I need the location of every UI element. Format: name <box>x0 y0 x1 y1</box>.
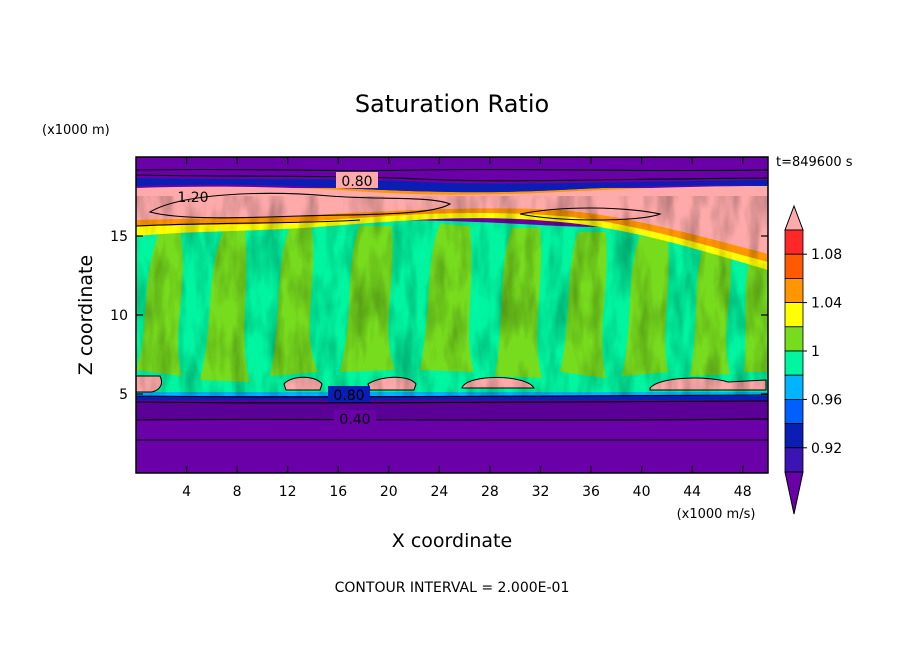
contour-label-2: 0.80 <box>333 388 364 404</box>
x-axis-label: X coordinate <box>392 530 512 552</box>
colorbar-label: 0.92 <box>811 441 842 457</box>
colorbar-segment-2 <box>784 277 804 303</box>
x-tick-label: 8 <box>233 484 242 500</box>
colorbar-segment-9 <box>784 447 804 473</box>
contour-lines <box>136 168 768 441</box>
contour-label-0: 0.80 <box>341 174 372 190</box>
lower-band <box>136 400 768 420</box>
colorbar-segment-7 <box>784 398 804 424</box>
y-tick-label: 15 <box>110 229 128 245</box>
colorbar-segment-5 <box>784 350 804 376</box>
contour-label-bg-top <box>336 172 378 188</box>
x-tick-label: 40 <box>633 484 651 500</box>
contour-label-bg-low <box>334 410 376 426</box>
x-tick-label: 48 <box>734 484 752 500</box>
upper-blue-edge <box>136 178 768 193</box>
colorbar-max-triangle <box>784 204 804 231</box>
colorbar-segment-4 <box>784 326 804 352</box>
colorbar-min-triangle <box>784 471 804 515</box>
colorbar-segment-6 <box>784 374 804 400</box>
x-tick-label: 24 <box>430 484 448 500</box>
x-tick-label: 28 <box>481 484 499 500</box>
contour-label-bg-mid <box>328 386 370 402</box>
colorbar-label: 1.08 <box>811 247 842 263</box>
colorbar-label: 1 <box>811 344 820 360</box>
colorbar: 0.92 0.96 1 1.04 1.08 <box>784 204 842 515</box>
colorbar-segment-3 <box>784 302 804 328</box>
y-tick-label: 5 <box>119 387 128 403</box>
contour-label-1: 1.20 <box>177 190 208 206</box>
y-axis-label: Z coordinate <box>75 255 97 375</box>
y-tick-label: 10 <box>110 308 128 324</box>
contour-label-3: 0.40 <box>339 412 370 428</box>
contour-interval-footer: CONTOUR INTERVAL = 2.000E-01 <box>335 580 570 596</box>
x-tick-label: 4 <box>182 484 191 500</box>
x-tick-label: 44 <box>683 484 701 500</box>
colorbar-segment-1 <box>784 253 804 279</box>
y-units-label: (x1000 m) <box>42 123 110 138</box>
x-tick-label: 12 <box>279 484 297 500</box>
turbulence-overlay <box>136 196 768 396</box>
chart-title: Saturation Ratio <box>355 90 549 118</box>
colorbar-label: 0.96 <box>811 392 842 408</box>
x-tick-label: 36 <box>582 484 600 500</box>
time-label: t=849600 s <box>776 155 853 170</box>
x-tick-label: 20 <box>380 484 398 500</box>
x-tick-label: 16 <box>329 484 347 500</box>
colorbar-label: 1.04 <box>811 296 842 312</box>
x-tick-label: 32 <box>532 484 550 500</box>
plot-area: 0.80 1.20 0.80 0.40 <box>136 157 768 473</box>
colorbar-segment-8 <box>784 423 804 449</box>
colorbar-segment-0 <box>784 229 804 255</box>
x-units-label: (x1000 m/s) <box>677 507 756 522</box>
